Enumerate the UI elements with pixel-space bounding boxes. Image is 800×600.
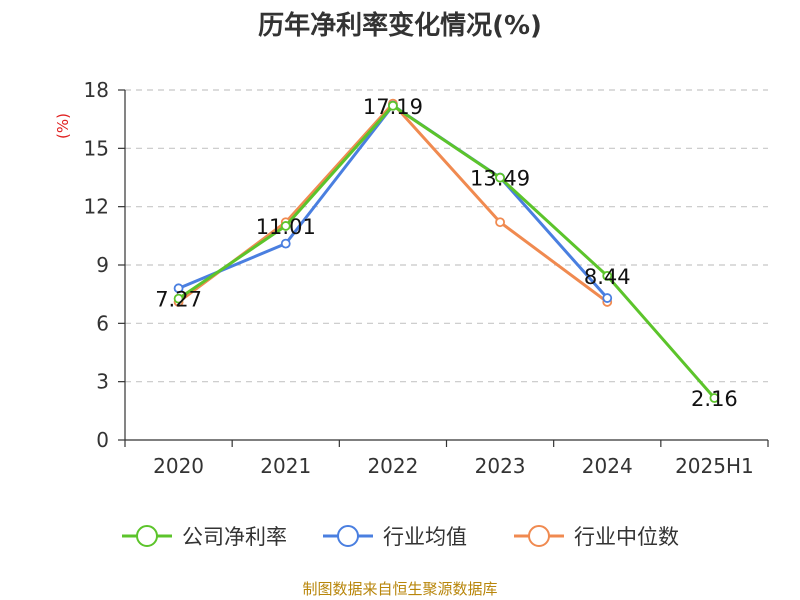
y-tick-label: 3: [96, 370, 109, 394]
legend-label: 行业中位数: [574, 525, 679, 549]
x-tick-label: 2024: [582, 454, 633, 478]
legend-swatch-marker: [528, 525, 550, 547]
data-point: [280, 221, 291, 231]
y-tick-label: 9: [96, 253, 109, 277]
y-unit-label: (%): [54, 113, 72, 139]
data-point: [602, 270, 613, 281]
data-point: [602, 293, 613, 303]
x-tick-label: 2020: [153, 454, 204, 478]
data-labels: 7.27 11.01 17.19 13.49 8.44 2.16: [155, 95, 738, 411]
data-label: 11.01: [256, 215, 316, 239]
data-label: 17.19: [363, 95, 423, 119]
series-line-0: [177, 104, 716, 400]
data-label: 7.27: [155, 288, 202, 312]
series-line-2: [177, 102, 609, 304]
data-point: [173, 293, 184, 304]
y-tick-label: 6: [96, 311, 109, 335]
y-axis-ticks: 0 3 6 9 12 15 18: [84, 78, 125, 452]
data-point: [173, 283, 184, 294]
series-lines: [173, 98, 720, 403]
x-axis-ticks: 2020 2021 2022 2023 2024 2025H1: [124, 440, 769, 478]
y-tick-label: 18: [84, 78, 109, 102]
y-tick-label: 12: [84, 195, 109, 219]
y-tick-label: 15: [84, 136, 109, 160]
data-label: 8.44: [584, 265, 631, 289]
x-tick-label: 2023: [475, 454, 526, 478]
data-point: [495, 217, 505, 228]
legend-swatch-marker: [337, 525, 359, 547]
legend: 公司净利率 行业均值 行业中位数: [122, 525, 679, 549]
data-point: [280, 238, 291, 249]
data-label: 2.16: [691, 387, 738, 411]
legend-label: 行业均值: [383, 525, 467, 549]
legend-label: 公司净利率: [182, 525, 287, 549]
data-label: 13.49: [470, 167, 530, 191]
data-point: [388, 100, 398, 111]
y-tick-label: 0: [96, 428, 109, 452]
legend-swatch-marker: [136, 525, 158, 547]
series-line-1: [177, 104, 609, 300]
grid-lines: [125, 89, 768, 383]
x-tick-label: 2021: [260, 454, 311, 478]
data-point: [495, 172, 505, 183]
x-tick-label: 2025H1: [675, 454, 754, 478]
source-note: 制图数据来自恒生聚源数据库: [302, 580, 497, 598]
x-tick-label: 2022: [367, 454, 418, 478]
data-point: [709, 393, 720, 403]
chart-title: 历年净利率变化情况(%): [258, 10, 542, 41]
